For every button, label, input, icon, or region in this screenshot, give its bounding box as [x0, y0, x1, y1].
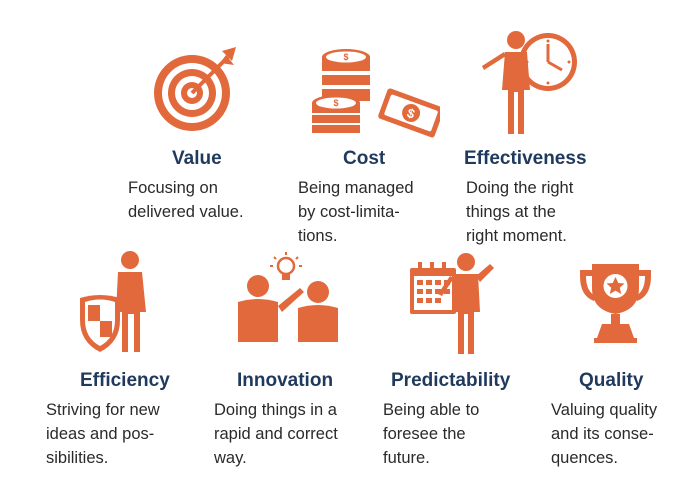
efficiency-title: Efficiency: [80, 370, 170, 391]
innovation-title: Innovation: [237, 370, 334, 391]
quality-title: Quality: [579, 370, 644, 391]
efficiency-description: Striving for new ideas and pos- sibiliti…: [46, 401, 160, 467]
target-icon: [154, 47, 236, 131]
people-lightbulb-icon: [238, 252, 338, 342]
effectiveness-title: Effectiveness: [464, 148, 587, 169]
person-shield-icon: [80, 251, 146, 352]
value-title: Value: [172, 148, 222, 169]
coins-money-icon: $ $ $: [312, 49, 440, 138]
quality-description: Valuing quality and its conse- quences.: [551, 401, 658, 467]
person-calendar-icon: [410, 253, 494, 354]
predictability-title: Predictability: [391, 370, 511, 391]
trophy-icon: [580, 264, 651, 343]
value-description: Focusing on delivered value.: [128, 179, 244, 221]
innovation-description: Doing things in a rapid and correct way.: [214, 401, 338, 467]
predictability-description: Being able to foresee the future.: [383, 401, 480, 467]
cost-title: Cost: [343, 148, 386, 169]
cost-description: Being managed by cost-limita- tions.: [298, 179, 414, 245]
svg-text:$: $: [333, 98, 338, 108]
effectiveness-description: Doing the right things at the right mome…: [466, 179, 574, 245]
person-clock-icon: [482, 31, 577, 134]
svg-text:$: $: [343, 52, 348, 62]
